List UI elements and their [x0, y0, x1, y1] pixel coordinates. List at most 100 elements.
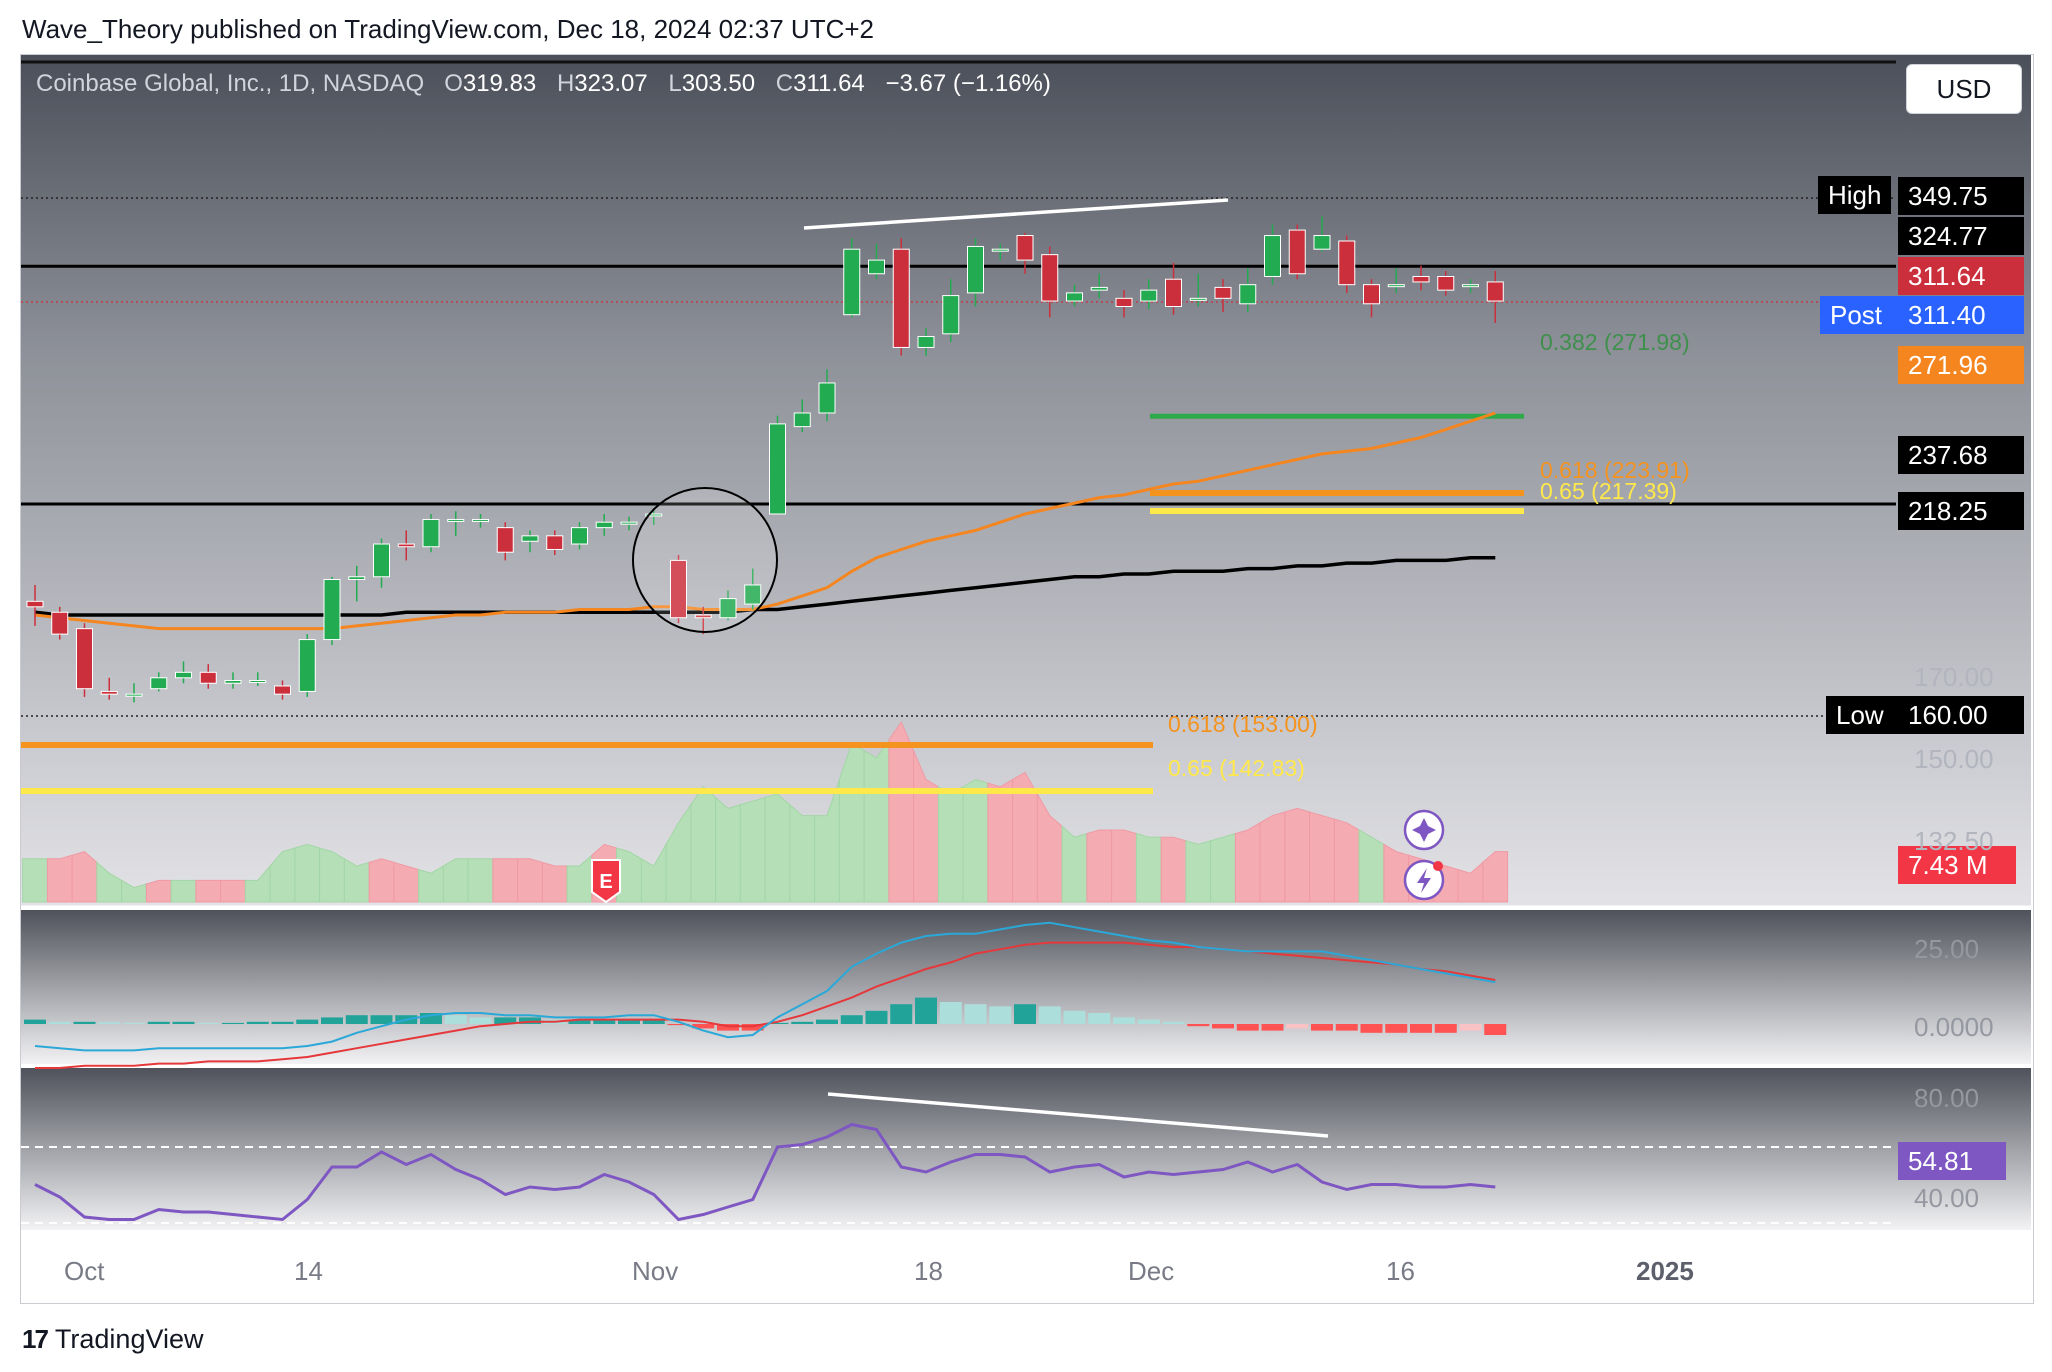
candle[interactable] — [323, 576, 341, 646]
candle-body — [26, 600, 44, 608]
close-label: C — [775, 70, 794, 97]
candle[interactable] — [1288, 224, 1306, 280]
candle[interactable] — [546, 530, 564, 555]
candle[interactable] — [298, 634, 316, 697]
candle[interactable] — [719, 590, 737, 621]
rsi-line[interactable] — [34, 1122, 1496, 1222]
candle[interactable] — [645, 508, 663, 525]
candle[interactable] — [620, 516, 638, 531]
price-axis-132: 132.50 — [1914, 826, 1994, 856]
date-14: 14 — [294, 1256, 323, 1286]
candle[interactable] — [496, 522, 514, 561]
candle[interactable] — [1115, 290, 1133, 318]
macd-histogram-bar — [345, 1015, 368, 1024]
candle-body — [719, 598, 737, 619]
price-trend-line[interactable] — [803, 198, 1229, 230]
candle[interactable] — [1462, 279, 1479, 293]
sparkle-icon[interactable] — [1403, 809, 1445, 851]
candle[interactable] — [422, 513, 440, 553]
candle[interactable] — [1066, 284, 1083, 307]
candle[interactable] — [843, 238, 861, 318]
candle[interactable] — [175, 661, 192, 684]
candle[interactable] — [348, 565, 366, 602]
candle-body — [1264, 235, 1281, 277]
candle[interactable] — [51, 606, 69, 640]
highlight-circle[interactable] — [632, 487, 778, 633]
candle[interactable] — [967, 238, 984, 307]
candle[interactable] — [670, 554, 687, 624]
candle[interactable] — [1140, 279, 1158, 310]
macd-histogram-bar — [197, 1022, 220, 1024]
date-18: 18 — [914, 1256, 943, 1286]
candle[interactable] — [1412, 265, 1430, 291]
main-pane[interactable] — [21, 55, 2031, 907]
candle[interactable] — [76, 623, 93, 697]
price-axis-170: 170.00 — [1914, 662, 1994, 692]
level-324-tag: 324.77 — [1898, 217, 2024, 255]
candle[interactable] — [744, 568, 762, 610]
rsi-divergence-line[interactable] — [827, 1092, 1329, 1138]
candle[interactable] — [1338, 235, 1356, 293]
candle[interactable] — [942, 279, 960, 343]
candle[interactable] — [1016, 232, 1034, 274]
candle[interactable] — [373, 538, 390, 588]
currency-button[interactable]: USD — [1906, 64, 2022, 114]
candle[interactable] — [26, 584, 44, 626]
earnings-marker[interactable]: E — [591, 859, 621, 904]
candle[interactable] — [1239, 268, 1257, 312]
candle-body — [447, 518, 465, 522]
candle[interactable] — [1189, 273, 1207, 307]
macd-histogram-bar — [147, 1021, 170, 1024]
candle[interactable] — [868, 243, 885, 280]
macd-histogram-bar — [1088, 1013, 1111, 1024]
candle[interactable] — [694, 606, 712, 635]
macd-histogram-bar — [24, 1019, 46, 1024]
candle[interactable] — [472, 513, 489, 528]
candle[interactable] — [917, 328, 935, 356]
candle[interactable] — [1437, 271, 1455, 296]
candle[interactable] — [595, 513, 613, 536]
macd-histogram-bar — [519, 1017, 541, 1024]
candle[interactable] — [1090, 273, 1108, 299]
candle[interactable] — [125, 683, 143, 703]
volume-bar — [96, 861, 123, 903]
candle[interactable] — [199, 664, 217, 689]
candle-body — [51, 611, 69, 635]
ema-50-line[interactable] — [34, 411, 1496, 631]
sma-200-line[interactable] — [34, 555, 1496, 617]
symbol-name: Coinbase Global, Inc., 1D, NASDAQ — [36, 70, 425, 97]
candle[interactable] — [1214, 279, 1232, 312]
candle[interactable] — [274, 680, 291, 700]
candle[interactable] — [1165, 262, 1182, 315]
candle[interactable] — [1041, 246, 1059, 318]
macd-pane[interactable] — [21, 910, 2031, 1064]
candle[interactable] — [793, 399, 811, 433]
candle[interactable] — [224, 672, 242, 689]
candle[interactable] — [991, 243, 1009, 261]
volume-bar — [71, 851, 98, 903]
volume-bar — [170, 879, 197, 903]
volume-bar — [442, 858, 469, 903]
candle[interactable] — [1363, 279, 1380, 318]
tradingview-logo[interactable]: 17 TradingView — [22, 1324, 204, 1355]
candle[interactable] — [249, 672, 267, 686]
candle[interactable] — [571, 522, 588, 550]
macd-line[interactable] — [34, 921, 1496, 1052]
candle[interactable] — [1313, 216, 1331, 252]
candle[interactable] — [769, 415, 786, 515]
candle[interactable] — [447, 511, 465, 536]
candle[interactable] — [150, 672, 168, 692]
candle[interactable] — [1387, 268, 1405, 293]
lightning-icon[interactable] — [1403, 859, 1445, 901]
candle[interactable] — [892, 238, 910, 356]
candle[interactable] — [100, 677, 118, 700]
fib-0618-upper-label: 0.618 (223.91) — [1540, 457, 1690, 483]
candle[interactable] — [1486, 271, 1504, 323]
rsi-pane[interactable] — [21, 1068, 2031, 1230]
candle[interactable] — [1264, 224, 1281, 285]
candle[interactable] — [397, 530, 415, 561]
candle[interactable] — [818, 369, 836, 422]
candle[interactable] — [521, 530, 539, 553]
volume-bar — [1284, 807, 1311, 903]
